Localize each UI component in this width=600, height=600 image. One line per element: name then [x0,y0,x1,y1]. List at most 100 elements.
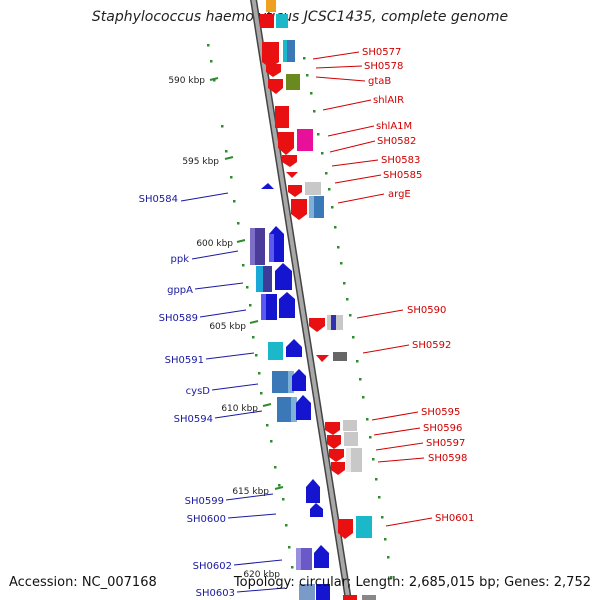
ruler-label: 620 kbp [243,570,280,580]
gene-SH0600[interactable] [310,503,323,517]
label-SH0603[interactable]: SH0603 [196,587,286,599]
gene-label: SH0591 [165,355,204,366]
ring-dot-outer [390,576,393,579]
label-SH0601[interactable]: SH0601 [385,513,474,527]
ruler-label: 590 kbp [168,76,205,86]
gene-SH0577[interactable] [262,40,295,68]
gene-label: SH0602 [193,561,232,572]
label-argE[interactable]: argE [337,189,411,204]
gene-SH0596[interactable] [327,432,358,449]
gene-argE[interactable] [291,196,324,220]
ruler-tick-600: 600 kbp [196,239,246,249]
label-gppA[interactable]: gppA [167,282,244,296]
label-ppk[interactable]: ppk [171,250,239,265]
gene-cysD[interactable] [272,369,306,393]
gene-gppA[interactable] [256,263,292,292]
ring-dot-outer [349,314,352,317]
gene-label: SH0601 [435,513,474,524]
label-shlAIR[interactable]: shlAIR [322,95,404,111]
ruler-tick-620: 620 kbp [243,570,280,580]
label-SH0600[interactable]: SH0600 [187,513,277,525]
label-gtaB[interactable]: gtaB [315,76,391,87]
label-SH0594[interactable]: SH0594 [174,410,263,425]
gene-top-fragments[interactable] [260,0,288,28]
ring-dot-inner [249,304,252,307]
map-title: Staphylococcus haemolyticus JCSC1435, co… [91,9,509,25]
backbone [251,0,351,600]
ring-dot-inner [288,546,291,549]
gene-label: argE [388,189,411,200]
gene-shlAIR[interactable] [275,106,289,128]
ring-dot-inner [213,79,216,82]
label-SH0577[interactable]: SH0577 [312,47,401,60]
label-SH0584[interactable]: SH0584 [139,192,229,205]
gene-label: SH0598 [428,453,467,464]
ring-dot-outer [366,418,369,421]
ruler-label: 615 kbp [232,487,269,497]
gene-SH0595[interactable] [325,420,357,435]
label-SH0585[interactable]: SH0585 [334,170,422,184]
ring-dot-outer [378,496,381,499]
ring-dot-outer [369,436,372,439]
gene-SH0590[interactable] [309,315,343,332]
ring-dot-outer [346,298,349,301]
gene-SH0592[interactable] [316,352,347,362]
label-SH0597[interactable]: SH0597 [375,438,465,451]
label-SH0596[interactable]: SH0596 [373,423,462,436]
label-SH0582[interactable]: SH0582 [329,136,416,153]
accession-text: Accession: NC_007168 [9,575,157,590]
gene-SH0599[interactable] [306,479,320,503]
ring-dot-outer [337,246,340,249]
label-SH0590[interactable]: SH0590 [356,305,446,319]
ring-dot-inner [237,222,240,225]
ring-dot-inner [255,354,258,357]
ring-dot-inner [260,392,263,395]
label-SH0595[interactable]: SH0595 [371,407,460,421]
ring-dot-inner [242,264,245,267]
gene-label: SH0578 [364,61,403,72]
label-cysD[interactable]: cysD [186,383,259,397]
gene-shlA1M[interactable] [278,129,313,155]
label-SH0589[interactable]: SH0589 [159,309,247,324]
gene-gtaB[interactable] [268,74,300,94]
ruler-tick-590: 590 kbp [168,76,219,86]
gene-SH0589[interactable] [261,292,295,320]
gene-label: SH0589 [159,313,198,324]
gene-SH0603[interactable] [299,584,330,600]
ring-dot-outer [387,556,390,559]
ruler-label: 600 kbp [196,239,233,249]
gene-label: SH0603 [196,588,235,599]
gene-label: cysD [186,386,211,397]
gene-SH0601[interactable] [338,516,372,539]
gene-label: shlA1M [376,121,412,132]
ring-dot-outer [303,57,306,60]
ring-dot-inner [266,424,269,427]
label-SH0583[interactable]: SH0583 [331,155,420,167]
label-SH0592[interactable]: SH0592 [362,340,451,354]
label-SH0598[interactable]: SH0598 [377,453,467,464]
gene-SH0584[interactable] [261,183,274,189]
gene-SH0594[interactable] [277,395,311,422]
ring-dot-inner [225,150,228,153]
ring-dot-inner [246,286,249,289]
gene-SH0585[interactable] [288,182,321,197]
label-SH0602[interactable]: SH0602 [193,559,283,572]
label-SH0578[interactable]: SH0578 [315,61,403,72]
gene-label: SH0577 [362,47,401,58]
gene-SH0582[interactable] [282,155,297,167]
gene-SH0598[interactable] [331,462,345,475]
ruler-label: 605 kbp [209,322,246,332]
label-SH0599[interactable]: SH0599 [185,493,274,507]
gene-SH0597[interactable] [329,448,362,472]
label-SH0591[interactable]: SH0591 [165,352,255,366]
gene-SH0602[interactable] [296,545,329,570]
gene-ppk[interactable] [250,226,284,265]
gene-SH0591[interactable] [268,339,302,360]
gene-bottom-fragment[interactable] [343,595,376,600]
label-shlA1M[interactable]: shlA1M [327,121,412,137]
ruler-label: 595 kbp [182,157,219,167]
gene-SH0583[interactable] [286,172,298,178]
gene-SH0578[interactable] [266,64,281,77]
ring-dot-inner [221,125,224,128]
